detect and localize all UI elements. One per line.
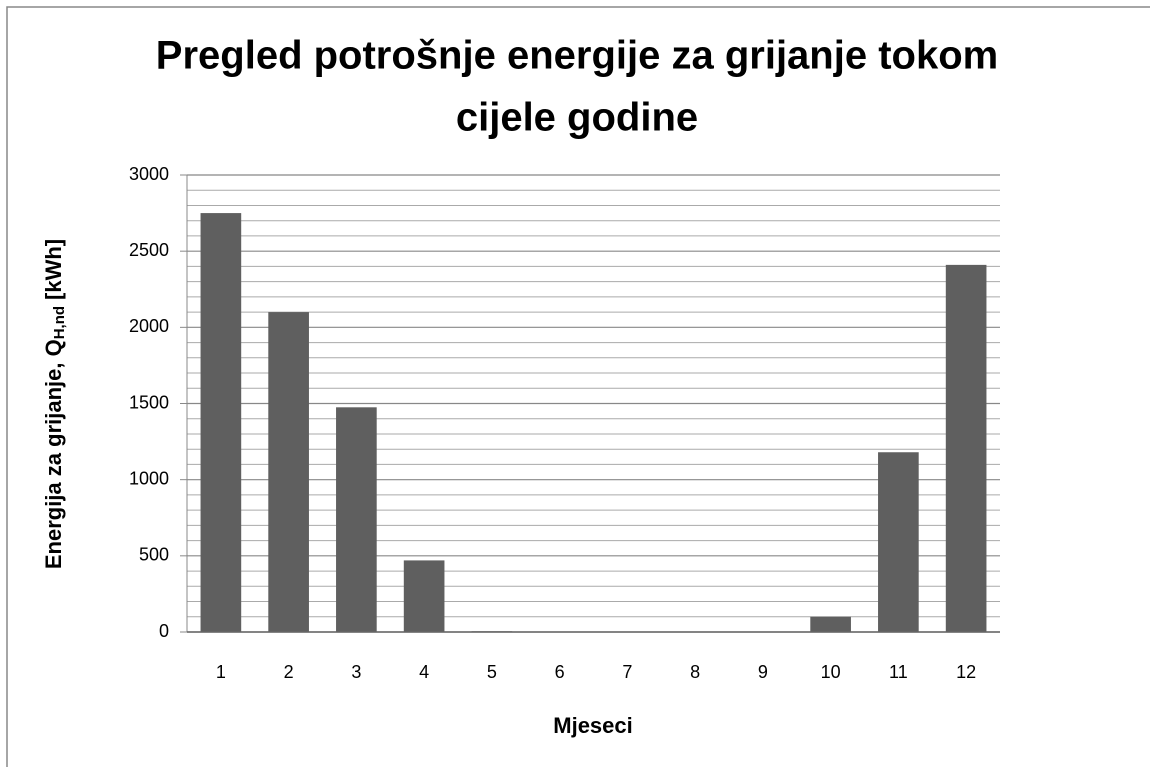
bar bbox=[403, 560, 445, 632]
y-tick-label: 2000 bbox=[129, 316, 169, 336]
y-axis-label-unit: [kWh] bbox=[41, 239, 66, 300]
x-tick-label: 2 bbox=[284, 662, 294, 682]
x-tick-label: 8 bbox=[690, 662, 700, 682]
y-tick-label: 2500 bbox=[129, 240, 169, 260]
y-tick-label: 0 bbox=[159, 621, 169, 641]
x-tick-label: 4 bbox=[419, 662, 429, 682]
x-tick-label: 10 bbox=[821, 662, 841, 682]
y-tick-label: 3000 bbox=[129, 164, 169, 184]
bar bbox=[336, 407, 377, 632]
bar bbox=[945, 264, 987, 632]
chart-border bbox=[6, 6, 1150, 767]
x-tick-label: 9 bbox=[758, 662, 768, 682]
x-tick-label: 7 bbox=[622, 662, 632, 682]
bar bbox=[878, 452, 919, 632]
y-tick-label: 1500 bbox=[129, 392, 169, 412]
y-axis-label-subscript: H,nd bbox=[51, 306, 68, 339]
x-tick-label: 12 bbox=[956, 662, 976, 682]
x-tick-label: 11 bbox=[889, 662, 908, 682]
chart-title: Pregled potrošnje energije za grijanje t… bbox=[156, 34, 998, 78]
y-axis-label-text: Energija za grijanje, Q bbox=[41, 339, 66, 569]
y-tick-label: 1000 bbox=[129, 468, 169, 488]
x-tick-label: 5 bbox=[487, 662, 497, 682]
x-axis-label: Mjeseci bbox=[553, 713, 633, 738]
bar bbox=[200, 213, 242, 633]
y-axis-label: Energija za grijanje, QH,nd [kWh] bbox=[41, 239, 68, 569]
x-tick-label: 3 bbox=[351, 662, 361, 682]
y-tick-label: 500 bbox=[139, 545, 169, 565]
x-tick-label: 1 bbox=[216, 662, 226, 682]
x-tick-label: 6 bbox=[555, 662, 565, 682]
bar bbox=[810, 616, 851, 632]
bar bbox=[268, 312, 309, 632]
chart-title: cijele godine bbox=[456, 96, 698, 140]
